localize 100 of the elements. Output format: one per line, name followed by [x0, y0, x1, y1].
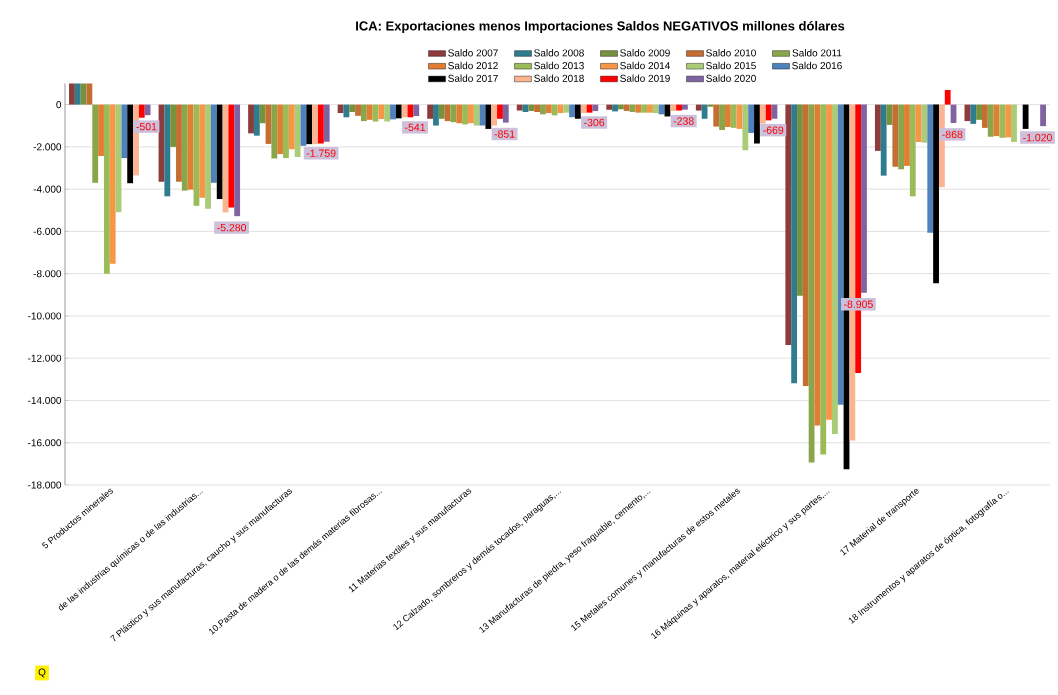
bar	[831, 104, 838, 435]
bar	[909, 104, 916, 197]
y-tick-label: -2.000	[33, 143, 62, 151]
bar	[981, 104, 988, 128]
bar	[987, 104, 994, 137]
bar	[516, 104, 523, 111]
bar	[658, 104, 665, 115]
bar	[401, 104, 408, 118]
bar	[176, 104, 182, 182]
data-label: -8.905	[843, 300, 873, 308]
bar	[271, 104, 278, 159]
bar	[791, 104, 798, 384]
bar	[502, 104, 509, 123]
bar	[826, 104, 832, 420]
bar	[719, 104, 725, 130]
bar	[647, 104, 653, 113]
bar	[144, 104, 151, 116]
bar	[121, 104, 128, 159]
bar	[670, 104, 677, 111]
bar	[676, 104, 682, 111]
y-tick-label: -8.000	[33, 270, 62, 278]
data-label: -1.020	[1023, 133, 1052, 142]
data-label: -1.759	[306, 149, 336, 157]
bar	[1005, 104, 1012, 138]
bar	[109, 104, 116, 264]
bar	[413, 104, 420, 117]
bar	[707, 104, 714, 107]
legend-label: Saldo 2016	[792, 61, 842, 70]
bar	[103, 104, 110, 274]
bar	[138, 104, 145, 118]
bar	[635, 104, 642, 113]
bar	[323, 104, 330, 142]
bar	[802, 104, 809, 387]
bar	[497, 104, 503, 119]
bar	[681, 104, 688, 110]
bar	[837, 104, 844, 405]
text: Q	[38, 668, 46, 678]
bar	[98, 104, 104, 156]
bar	[205, 104, 211, 209]
y-tick-label: -18.000	[28, 481, 62, 489]
data-label: -851	[494, 130, 515, 138]
data-label: -669	[763, 126, 784, 134]
bar	[283, 104, 289, 159]
data-label: -868	[942, 130, 963, 139]
bar	[892, 104, 899, 167]
legend-label: Saldo 2013	[534, 61, 584, 70]
legend-label: Saldo 2010	[706, 49, 756, 57]
y-tick-label: -4.000	[33, 185, 62, 193]
bar	[927, 104, 934, 233]
bar	[277, 104, 284, 155]
bar	[199, 104, 206, 198]
bar	[976, 104, 982, 120]
bar	[74, 83, 81, 105]
bar	[390, 104, 396, 120]
bar	[355, 104, 361, 116]
bar	[898, 104, 905, 170]
bar	[127, 104, 134, 184]
bar	[540, 104, 546, 115]
bar	[210, 104, 217, 183]
data-label: -541	[405, 123, 426, 132]
bar	[456, 104, 463, 124]
bar	[563, 104, 570, 113]
legend-label: Saldo 2015	[706, 61, 756, 70]
bar	[785, 104, 792, 345]
y-tick-label: -14.000	[28, 396, 62, 404]
bar	[797, 104, 803, 296]
bar	[970, 104, 977, 124]
bar	[473, 104, 480, 126]
bar	[861, 104, 867, 293]
bar	[713, 104, 720, 127]
legend-label: Saldo 2011	[792, 49, 842, 57]
bar	[181, 104, 188, 191]
legend-label: Saldo 2014	[620, 61, 670, 70]
bar	[170, 104, 177, 147]
bar	[343, 104, 350, 118]
bar	[259, 104, 266, 124]
legend-label: Saldo 2017	[448, 74, 498, 82]
bar	[69, 83, 75, 105]
bar	[820, 104, 827, 455]
bar	[438, 104, 445, 119]
bar	[485, 104, 492, 129]
bar	[80, 83, 87, 105]
bar	[874, 104, 881, 151]
bar	[759, 104, 766, 124]
bar	[187, 104, 194, 190]
bar	[933, 104, 939, 284]
bar	[228, 104, 235, 208]
bar	[306, 104, 313, 145]
y-tick-label: -10.000	[28, 312, 62, 320]
legend-label: Saldo 2012	[448, 61, 498, 70]
legend-label: Saldo 2020	[706, 74, 756, 82]
bar	[1040, 104, 1046, 127]
bar	[641, 104, 648, 113]
y-tick-label: -6.000	[33, 227, 62, 235]
bar	[1011, 104, 1017, 143]
bar	[491, 104, 498, 126]
bar	[534, 104, 541, 113]
legend-label: Saldo 2007	[448, 49, 498, 57]
data-label: -306	[584, 118, 605, 127]
chart-title: ICA: Exportaciones menos Importaciones Saldos NEGATIVOS millones dólares	[356, 20, 845, 34]
